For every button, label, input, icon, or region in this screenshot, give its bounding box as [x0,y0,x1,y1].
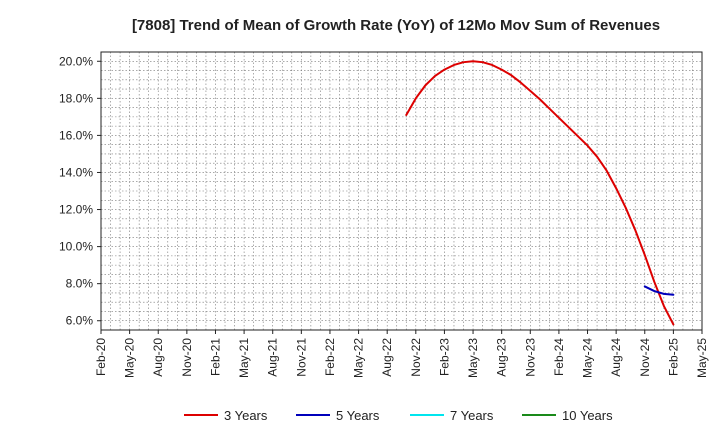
legend-label-3-years: 3 Years [224,408,268,423]
x-tick-label: Nov-21 [294,338,308,377]
legend-label-7-years: 7 Years [450,408,494,423]
x-tick-label: May-22 [352,338,366,378]
legend-label-5-years: 5 Years [336,408,380,423]
x-tick-label: Aug-24 [609,338,623,377]
y-tick-label: 8.0% [66,277,94,291]
series-line-5-years [643,285,675,296]
grid [101,51,702,331]
series-line-3-years [405,60,675,326]
y-tick-label: 20.0% [59,54,93,68]
x-tick-label: May-24 [581,338,595,378]
x-tick-label: Aug-20 [151,338,165,377]
legend-label-10-years: 10 Years [562,408,613,423]
x-tick-label: Feb-21 [208,338,222,376]
y-tick-label: 14.0% [59,165,93,179]
x-tick-label: May-20 [123,338,137,378]
x-tick-label: Aug-23 [495,338,509,377]
plot-area [100,51,703,331]
x-tick-label: Nov-24 [638,338,652,377]
y-tick-label: 16.0% [59,128,93,142]
x-tick-label: Nov-22 [409,338,423,377]
x-tick-label: Nov-23 [523,338,537,377]
x-tick-label: Feb-24 [552,338,566,376]
y-tick-label: 18.0% [59,91,93,105]
x-axis: Feb-20 May-20 Aug-20 Nov-20 Feb-21 May-21 Aug-… [94,330,709,378]
x-tick-label: May-25 [695,338,709,378]
y-tick-label: 6.0% [66,314,94,328]
x-tick-label: Feb-23 [437,338,451,376]
y-tick-label: 10.0% [59,240,93,254]
x-tick-label: Feb-20 [94,338,108,376]
x-tick-label: Feb-25 [666,338,680,376]
series-group [405,60,675,326]
x-tick-label: Feb-22 [323,338,337,376]
chart-title: [7808] Trend of Mean of Growth Rate (YoY… [132,17,660,34]
x-tick-label: Nov-20 [180,338,194,377]
x-tick-label: Aug-21 [266,338,280,377]
legend: 3 Years 5 Years 7 Years 10 Years [184,408,613,423]
x-tick-label: Aug-22 [380,338,394,377]
x-tick-label: May-21 [237,338,251,378]
y-axis: 6.0% 8.0% 10.0% 12.0% 14.0% 16.0% 18.0% 20.0% [59,54,101,328]
y-tick-label: 12.0% [59,203,93,217]
x-tick-label: May-23 [466,338,480,378]
